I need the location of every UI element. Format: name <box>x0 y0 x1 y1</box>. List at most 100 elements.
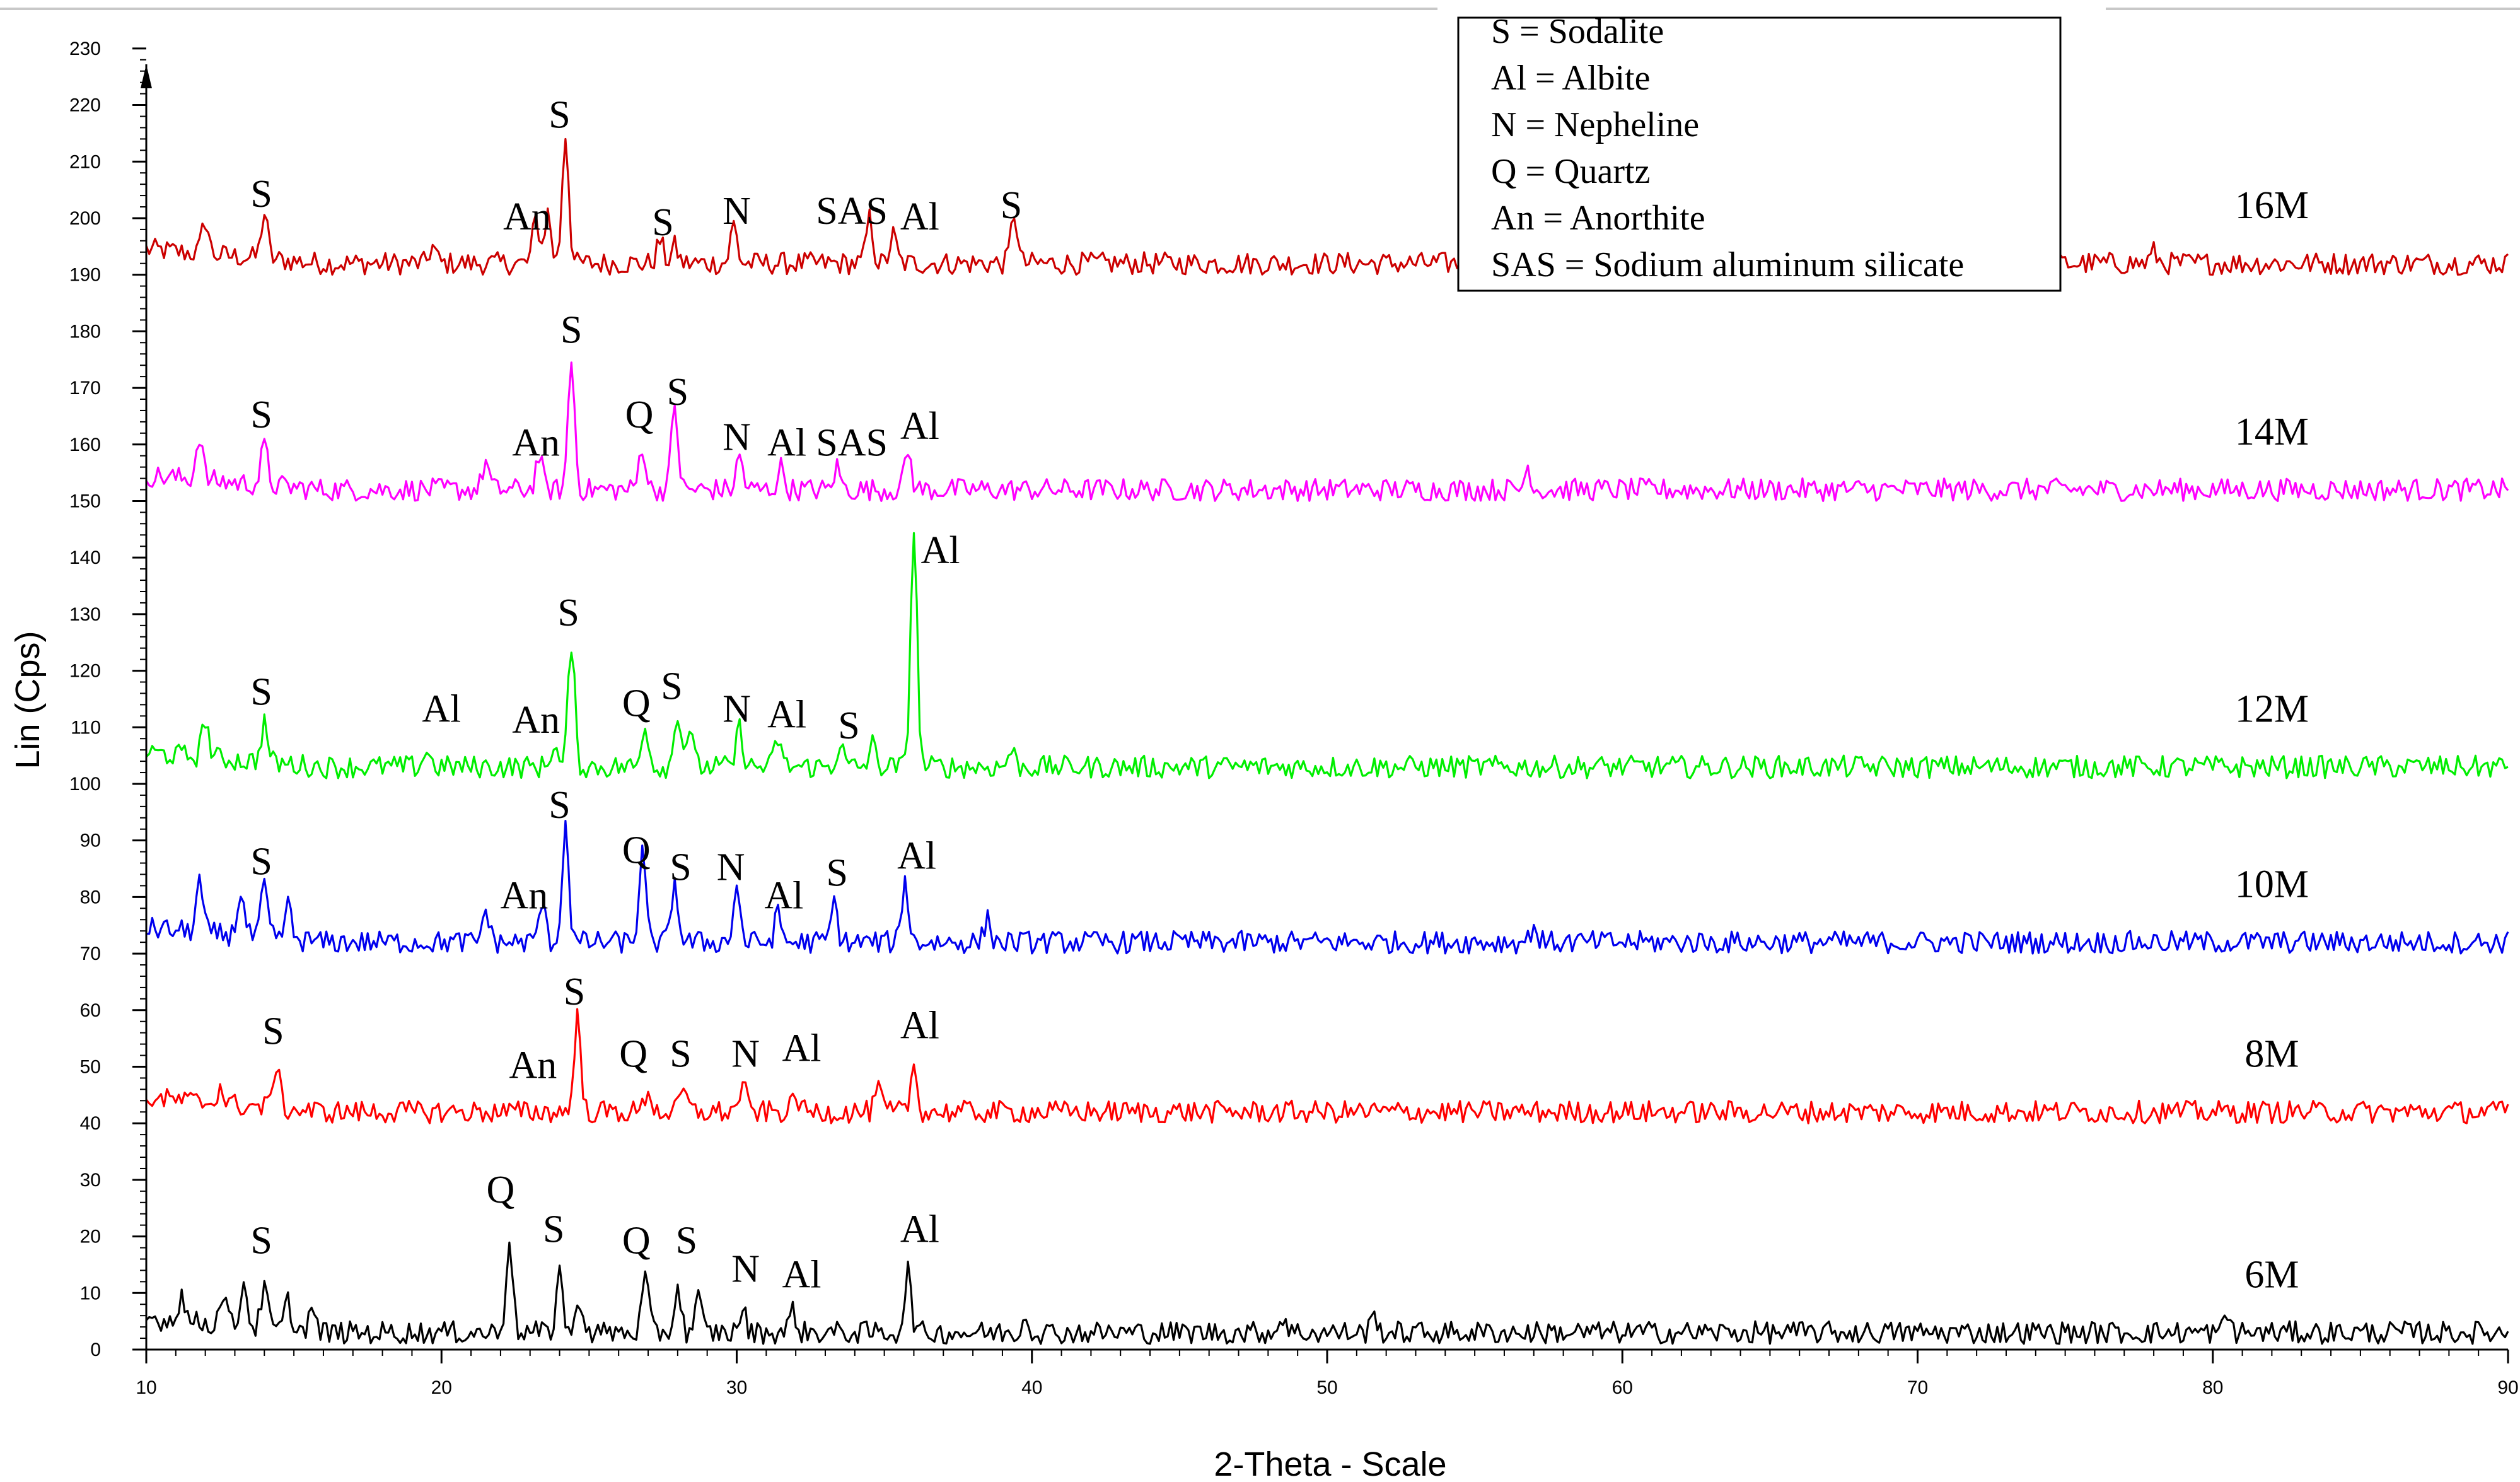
peak-label: S <box>250 841 272 884</box>
peak-label: S <box>1001 184 1022 227</box>
y-tick-label: 120 <box>69 661 101 682</box>
legend-entry: S = Sodalite <box>1491 12 1664 51</box>
peak-label: S <box>676 1220 697 1263</box>
series-line-14m <box>145 361 2509 503</box>
y-tick-label: 70 <box>80 943 101 964</box>
y-tick-label: 170 <box>69 378 101 399</box>
peak-label: Q <box>622 829 651 872</box>
peak-label: Q <box>487 1169 515 1211</box>
x-tick-label: 50 <box>1316 1377 1337 1398</box>
peak-label: Al <box>422 687 461 730</box>
y-tick-label: 180 <box>69 321 101 342</box>
peak-label: An <box>512 699 560 742</box>
legend-entry: SAS = Sodium aluminum silicate <box>1491 245 1964 284</box>
peak-label: Al <box>782 1253 822 1296</box>
peak-label: S <box>667 371 688 414</box>
y-tick-label: 140 <box>69 547 101 568</box>
peak-label: N <box>723 687 751 730</box>
x-tick-label: 20 <box>431 1377 452 1398</box>
peak-label: S <box>560 308 582 351</box>
peak-label: Al <box>897 835 936 878</box>
x-tick-label: 80 <box>2202 1377 2223 1398</box>
peak-label: Q <box>625 394 654 436</box>
legend: S = Sodalite Al = Albite N = Nepheline Q = … <box>1457 12 2062 292</box>
y-tick-label: 20 <box>80 1227 101 1247</box>
series-name-label: 16M <box>2235 184 2309 227</box>
peak-label: S <box>250 1220 272 1263</box>
series-line-6m <box>145 1241 2509 1345</box>
peak-label: Al <box>782 1027 822 1070</box>
legend-box <box>1457 16 2062 292</box>
x-tick-label: 90 <box>2497 1377 2518 1398</box>
peak-label: An <box>512 422 560 465</box>
peak-label: S <box>549 784 570 827</box>
peak-label: Al <box>767 422 806 465</box>
peak-label: S <box>661 665 682 708</box>
peak-label: An <box>509 1044 557 1087</box>
y-tick-label: 80 <box>80 887 101 907</box>
peak-label: Al <box>900 1208 939 1251</box>
y-tick-label: 230 <box>69 38 101 59</box>
y-tick-label: 40 <box>80 1113 101 1134</box>
x-tick-label: 40 <box>1021 1377 1042 1398</box>
series-line-8m <box>145 1008 2509 1124</box>
peak-label: S <box>250 173 272 216</box>
peak-label: N <box>723 416 751 459</box>
y-tick-label: 150 <box>69 491 101 511</box>
peak-label: SAS <box>816 422 888 465</box>
peak-label: S <box>250 670 272 713</box>
legend-entry: N = Nepheline <box>1491 105 1699 144</box>
peak-label: N <box>731 1247 760 1290</box>
y-axis-title: Lin (Cps) <box>9 631 47 769</box>
y-tick-label: 160 <box>69 435 101 455</box>
peak-label: S <box>670 846 691 889</box>
peak-label: S <box>262 1010 284 1053</box>
peak-label: An <box>500 874 548 917</box>
y-tick-label: 190 <box>69 265 101 286</box>
y-tick-label: 100 <box>69 774 101 795</box>
y-tick-label: 30 <box>80 1170 101 1191</box>
plot-area <box>145 137 2509 1345</box>
peak-label: Al <box>900 195 939 238</box>
x-tick-label: 10 <box>136 1377 156 1398</box>
peak-label: Al <box>764 874 803 917</box>
y-tick-label: 90 <box>80 831 101 851</box>
x-tick-label: 60 <box>1612 1377 1633 1398</box>
peak-label: Al <box>767 693 806 736</box>
peak-label: N <box>731 1032 760 1075</box>
peak-label: S <box>826 851 847 894</box>
peak-label: N <box>717 846 745 889</box>
peak-label: Al <box>900 1005 939 1047</box>
x-axis-title: 2-Theta - Scale <box>1214 1445 1446 1482</box>
peak-label: An <box>503 195 551 238</box>
peak-label: S <box>557 592 579 634</box>
legend-entry: An = Anorthite <box>1491 199 1705 238</box>
y-tick-label: 60 <box>80 1000 101 1021</box>
peak-label: Q <box>622 1220 651 1263</box>
y-tick-label: 10 <box>80 1283 101 1304</box>
peak-label: S <box>250 394 272 436</box>
x-tick-label: 30 <box>726 1377 747 1398</box>
series-name-label: 12M <box>2235 687 2309 730</box>
x-tick-label: 70 <box>1907 1377 1928 1398</box>
peak-label: Al <box>921 529 960 572</box>
series-name-label: 14M <box>2235 411 2309 453</box>
y-tick-label: 130 <box>69 604 101 625</box>
y-tick-label: 0 <box>90 1339 101 1360</box>
peak-label: S <box>652 201 673 244</box>
series-line-10m <box>146 819 2509 955</box>
peak-label: S <box>670 1032 691 1075</box>
legend-entry: Al = Albite <box>1491 59 1650 98</box>
y-tick-label: 50 <box>80 1056 101 1077</box>
series-name-label: 6M <box>2244 1253 2299 1296</box>
legend-entry: Q = Quartz <box>1491 152 1650 191</box>
peak-label: S <box>549 93 570 136</box>
axes: 10 20 30 40 50 60 70 80 90 0 10 20 30 40 50 60 70 80 90 100… <box>69 38 2519 1398</box>
y-tick-label: 200 <box>69 208 101 229</box>
peak-label: S <box>564 971 585 1013</box>
peak-label: Q <box>622 682 651 725</box>
peak-label: N <box>723 190 751 233</box>
